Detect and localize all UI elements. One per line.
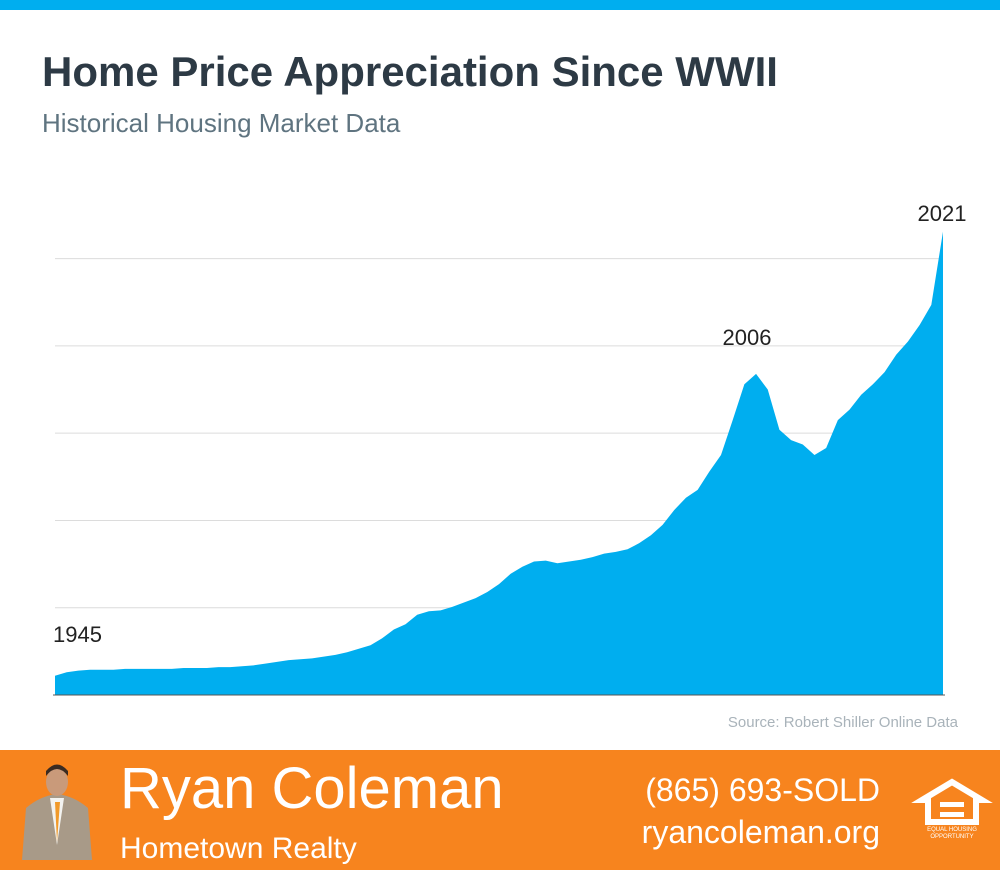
agent-photo: [22, 764, 92, 860]
company-name: Hometown Realty: [120, 832, 357, 865]
source-note: Source: Robert Shiller Online Data: [728, 714, 959, 731]
plot-area: 1945 2006 2021: [53, 201, 967, 696]
chart-subtitle: Historical Housing Market Data: [42, 108, 401, 138]
equal-housing-logo: EQUAL HOUSING OPPORTUNITY: [911, 778, 993, 840]
top-bar: [0, 0, 1000, 10]
website: ryancoleman.org: [642, 814, 880, 850]
logo-text: OPPORTUNITY: [930, 834, 973, 840]
area: [55, 231, 943, 695]
logo-text: EQUAL HOUSING: [927, 827, 977, 833]
chart-title: Home Price Appreciation Since WWII: [42, 48, 778, 95]
footer-banner: [0, 750, 1000, 870]
agent-name: Ryan Coleman: [120, 756, 504, 821]
year-label: 2021: [918, 201, 967, 226]
phone: (865) 693-SOLD: [645, 772, 880, 808]
year-label: 2006: [723, 325, 772, 350]
year-label: 1945: [53, 622, 102, 647]
